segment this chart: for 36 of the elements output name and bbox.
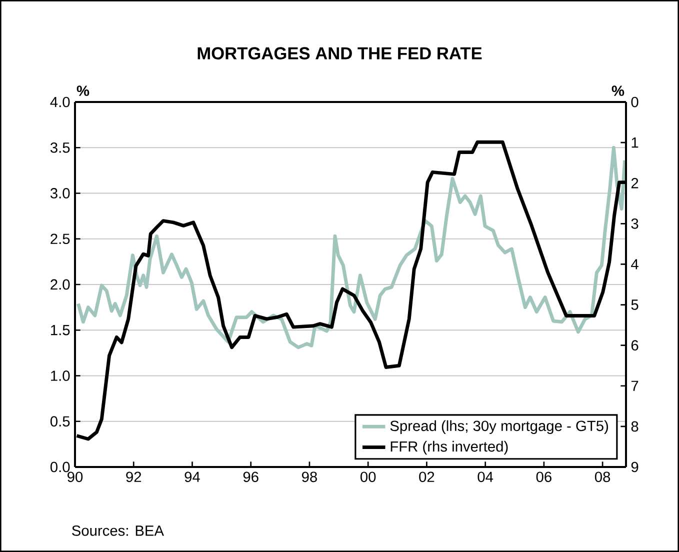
y2-tick-label: 2 <box>631 178 638 188</box>
y-tick-label: 2.5 <box>50 234 70 244</box>
source-note: Sources: BEA <box>72 525 164 536</box>
y2-tick-label: 0 <box>631 96 638 108</box>
chart-title: MORTGAGES AND THE FED RATE <box>198 47 482 60</box>
y2-axis-title: % <box>612 86 624 96</box>
y-tick-label: 3.0 <box>50 188 70 198</box>
y2-tick-label: 6 <box>631 340 638 351</box>
x-tick-label: 98 <box>302 472 317 482</box>
x-tick-label: 04 <box>478 472 494 482</box>
x-tick-label: 90 <box>68 472 83 482</box>
y2-tick-label: 8 <box>631 421 638 432</box>
y-tick-label: 2.0 <box>50 279 70 290</box>
y2-tick-label: 4 <box>631 259 638 270</box>
x-tick-label: 00 <box>360 472 376 482</box>
line-series <box>76 146 626 350</box>
y-tick-label: 1.0 <box>51 370 70 381</box>
y2-tick-label: 9 <box>631 462 638 472</box>
y-tick-label: 0.5 <box>50 416 70 427</box>
y2-tick-label: 7 <box>631 380 638 391</box>
y-tick-label: 1.5 <box>51 325 70 336</box>
y-tick-label: 3.5 <box>50 142 70 153</box>
y-tick-label: 0.0 <box>50 462 70 472</box>
x-tick-label: 08 <box>594 472 610 482</box>
y2-tick-label: 1 <box>632 138 638 148</box>
x-tick-label: 02 <box>419 472 434 482</box>
x-tick-label: 92 <box>126 472 142 482</box>
y2-tick-label: 3 <box>631 218 638 229</box>
x-tick-label: 96 <box>243 472 258 482</box>
y-axis-title: % <box>76 86 90 96</box>
legend-label: FFR (rhs inverted) <box>390 440 508 455</box>
legend-label: Spread (lhs; 30y mortgage - GT5) <box>390 420 608 434</box>
x-tick-label: 94 <box>184 472 200 482</box>
x-tick-label: 06 <box>536 472 552 482</box>
y-tick-label: 4.0 <box>50 96 70 108</box>
y2-tick-label: 5 <box>631 300 638 310</box>
